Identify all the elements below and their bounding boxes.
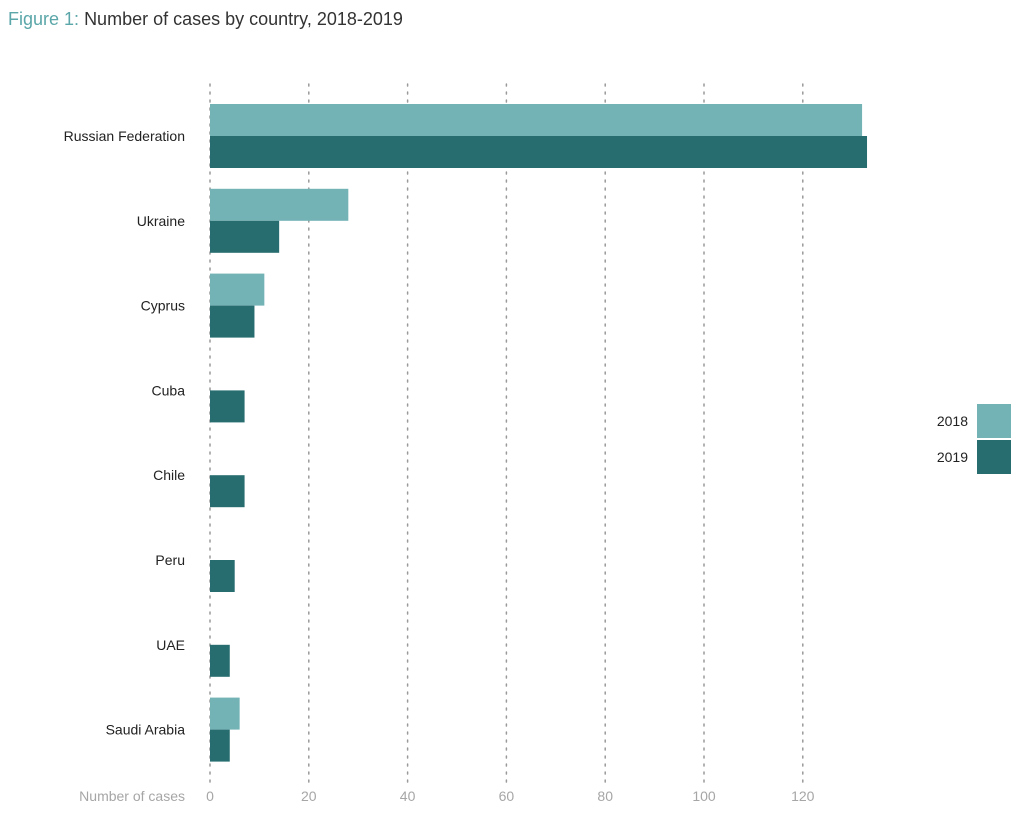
category-label: Ukraine <box>137 213 185 229</box>
x-tick-label: 60 <box>499 788 515 804</box>
figure-label: Figure 1: <box>8 9 80 29</box>
figure-title: Figure 1: Number of cases by country, 20… <box>8 9 403 30</box>
x-axis-label: Number of cases <box>79 788 185 804</box>
bar-2018 <box>210 697 240 730</box>
category-label: Peru <box>155 552 185 568</box>
legend-swatch <box>977 404 1011 438</box>
x-tick-label: 20 <box>301 788 317 804</box>
category-label: Chile <box>153 467 185 483</box>
category-label: Cuba <box>152 382 186 398</box>
bar-2018 <box>210 273 265 306</box>
bar-2018 <box>210 188 349 221</box>
bar-2019 <box>210 475 245 508</box>
x-tick-label: 120 <box>791 788 815 804</box>
legend-label: 2019 <box>937 449 968 465</box>
category-label: Cyprus <box>141 298 185 314</box>
bar-2019 <box>210 136 868 168</box>
x-tick-label: 80 <box>597 788 613 804</box>
bar-2018 <box>210 104 863 136</box>
bar-2019 <box>210 560 235 592</box>
x-tick-label: 40 <box>400 788 416 804</box>
bar-2019 <box>210 729 230 762</box>
legend-label: 2018 <box>937 413 968 429</box>
x-tick-label: 100 <box>692 788 716 804</box>
category-label: Saudi Arabia <box>106 722 186 738</box>
bar-2019 <box>210 644 230 677</box>
legend-swatch <box>977 440 1011 474</box>
bar-2019 <box>210 390 245 423</box>
category-label: UAE <box>156 637 185 653</box>
x-tick-label: 0 <box>206 788 214 804</box>
category-label: Russian Federation <box>64 128 185 144</box>
figure-title-text: Number of cases by country, 2018-2019 <box>84 9 403 29</box>
bar-2019 <box>210 220 280 253</box>
bar-2019 <box>210 305 255 338</box>
